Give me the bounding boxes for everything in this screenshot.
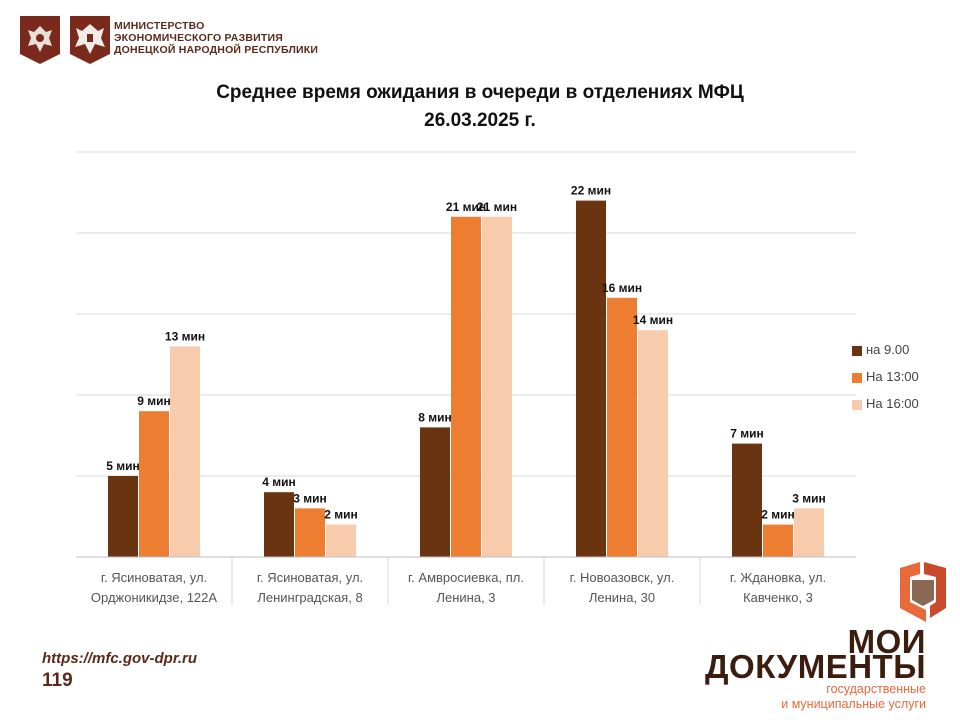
data-label: 22 мин	[571, 184, 611, 198]
brand-name: МОИ	[847, 623, 926, 660]
bar	[108, 476, 138, 557]
coat-of-arms-icon	[70, 16, 110, 64]
data-label: 21 мин	[446, 200, 486, 214]
legend-label: на 9.00	[866, 342, 910, 357]
category-label: г. Амвросиевка, пл.	[408, 570, 524, 585]
chart-title: Среднее время ожидания в очереди в отдел…	[216, 82, 744, 103]
legend-label: На 13:00	[866, 369, 919, 384]
category-label: г. Ясиноватая, ул.	[257, 570, 363, 585]
bar	[794, 508, 824, 557]
category-label: Ленина, 30	[589, 590, 655, 605]
ministry-name: МИНИСТЕРСТВО ЭКОНОМИЧЕСКОГО РАЗВИТИЯ ДОН…	[114, 20, 374, 56]
bar	[170, 346, 200, 557]
brand-name: ДОКУМЕНТЫ	[705, 648, 926, 685]
data-label: 13 мин	[165, 329, 205, 343]
bar	[763, 524, 793, 557]
bar	[576, 200, 606, 557]
bar	[295, 508, 325, 557]
category-label: г. Ясиноватая, ул.	[101, 570, 207, 585]
data-label: 4 мин	[262, 475, 296, 489]
bar	[732, 443, 762, 557]
website-link[interactable]: https://mfc.gov-dpr.ru	[42, 650, 197, 667]
hotline-number: 119	[42, 670, 73, 691]
category-label: г. Ждановка, ул.	[730, 570, 826, 585]
category-label: г. Новоазовск, ул.	[570, 570, 675, 585]
bar	[139, 411, 169, 557]
category-label: Орджоникидзе, 122А	[91, 590, 217, 605]
data-label: 21 мин	[477, 200, 517, 214]
data-label: 3 мин	[792, 491, 826, 505]
data-label: 2 мин	[761, 508, 795, 522]
category-label: Ленина, 3	[436, 590, 495, 605]
bar	[607, 297, 637, 557]
category-label: Кавченко, 3	[743, 590, 813, 605]
data-label: 7 мин	[730, 427, 764, 441]
data-label: 14 мин	[633, 313, 673, 327]
legend-label: На 16:00	[866, 396, 919, 411]
data-label: 3 мин	[293, 491, 327, 505]
moi-dokumenty-logo-icon	[900, 562, 946, 622]
bar	[638, 330, 668, 557]
bar	[264, 492, 294, 557]
bar	[326, 524, 356, 557]
legend-swatch	[852, 400, 862, 410]
coat-of-arms-icon	[20, 16, 60, 64]
category-label: Ленинградская, 8	[257, 590, 362, 605]
data-label: 8 мин	[418, 410, 452, 424]
chart-subtitle: 26.03.2025 г.	[424, 110, 536, 131]
legend-swatch	[852, 373, 862, 383]
bar	[482, 216, 512, 558]
data-label: 2 мин	[324, 508, 358, 522]
data-label: 9 мин	[137, 394, 171, 408]
ministry-line: ДОНЕЦКОЙ НАРОДНОЙ РЕСПУБЛИКИ	[114, 44, 319, 56]
bar	[451, 216, 481, 558]
bar	[420, 427, 450, 557]
brand-tagline: и муниципальные услуги	[781, 697, 926, 711]
brand-tagline: государственные	[826, 682, 926, 696]
ministry-line: ЭКОНОМИЧЕСКОГО РАЗВИТИЯ	[114, 32, 284, 44]
ministry-line: МИНИСТЕРСТВО	[114, 20, 205, 32]
data-label: 5 мин	[106, 459, 140, 473]
legend-swatch	[852, 346, 862, 356]
data-label: 16 мин	[602, 281, 642, 295]
